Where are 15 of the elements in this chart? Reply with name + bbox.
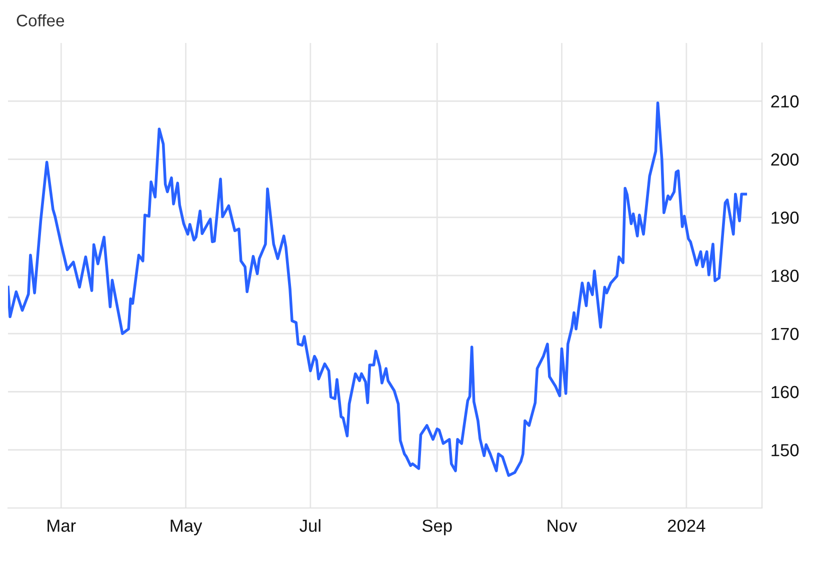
x-tick-label: 2024: [668, 520, 706, 532]
x-tick-label: Jul: [300, 519, 320, 532]
y-tick-label: 200: [771, 153, 799, 166]
y-tick-label: 160: [772, 386, 799, 398]
x-tick-label: May: [170, 520, 202, 536]
x-tick-label: Nov: [548, 520, 578, 532]
y-tick-label: 170: [772, 328, 799, 340]
line-series: [8, 101, 748, 477]
chart-title: Coffee: [16, 14, 64, 26]
y-tick-label: 180: [772, 270, 799, 282]
x-tick-label: Sep: [422, 520, 452, 536]
y-tick-label: 210: [771, 95, 799, 108]
y-tick-label: 190: [772, 212, 799, 224]
y-tick-label: 150: [772, 444, 799, 456]
x-tick-label: Mar: [48, 520, 76, 532]
